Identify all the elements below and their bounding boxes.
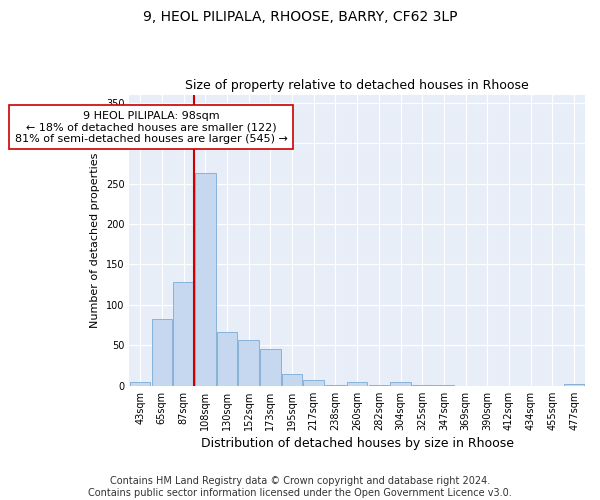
Bar (434, 385, 454, 386)
Bar (195, 173, 215, 386)
Bar (217, 332, 237, 386)
Bar (238, 340, 259, 386)
Text: 9 HEOL PILIPALA: 98sqm
← 18% of detached houses are smaller (122)
81% of semi-de: 9 HEOL PILIPALA: 98sqm ← 18% of detached… (14, 110, 287, 144)
Bar (347, 382, 367, 386)
Bar (368, 385, 389, 386)
Bar (282, 374, 302, 386)
X-axis label: Distribution of detached houses by size in Rhoose: Distribution of detached houses by size … (200, 437, 514, 450)
Title: Size of property relative to detached houses in Rhoose: Size of property relative to detached ho… (185, 79, 529, 92)
Bar (304, 380, 324, 386)
Y-axis label: Number of detached properties: Number of detached properties (90, 152, 100, 328)
Bar (325, 385, 346, 386)
Bar (173, 282, 194, 386)
Bar (412, 385, 433, 386)
Bar (564, 384, 584, 386)
Bar (152, 320, 172, 386)
Text: 9, HEOL PILIPALA, RHOOSE, BARRY, CF62 3LP: 9, HEOL PILIPALA, RHOOSE, BARRY, CF62 3L… (143, 10, 457, 24)
Text: Contains HM Land Registry data © Crown copyright and database right 2024.
Contai: Contains HM Land Registry data © Crown c… (88, 476, 512, 498)
Bar (130, 382, 151, 386)
Bar (390, 382, 411, 386)
Bar (260, 350, 281, 386)
